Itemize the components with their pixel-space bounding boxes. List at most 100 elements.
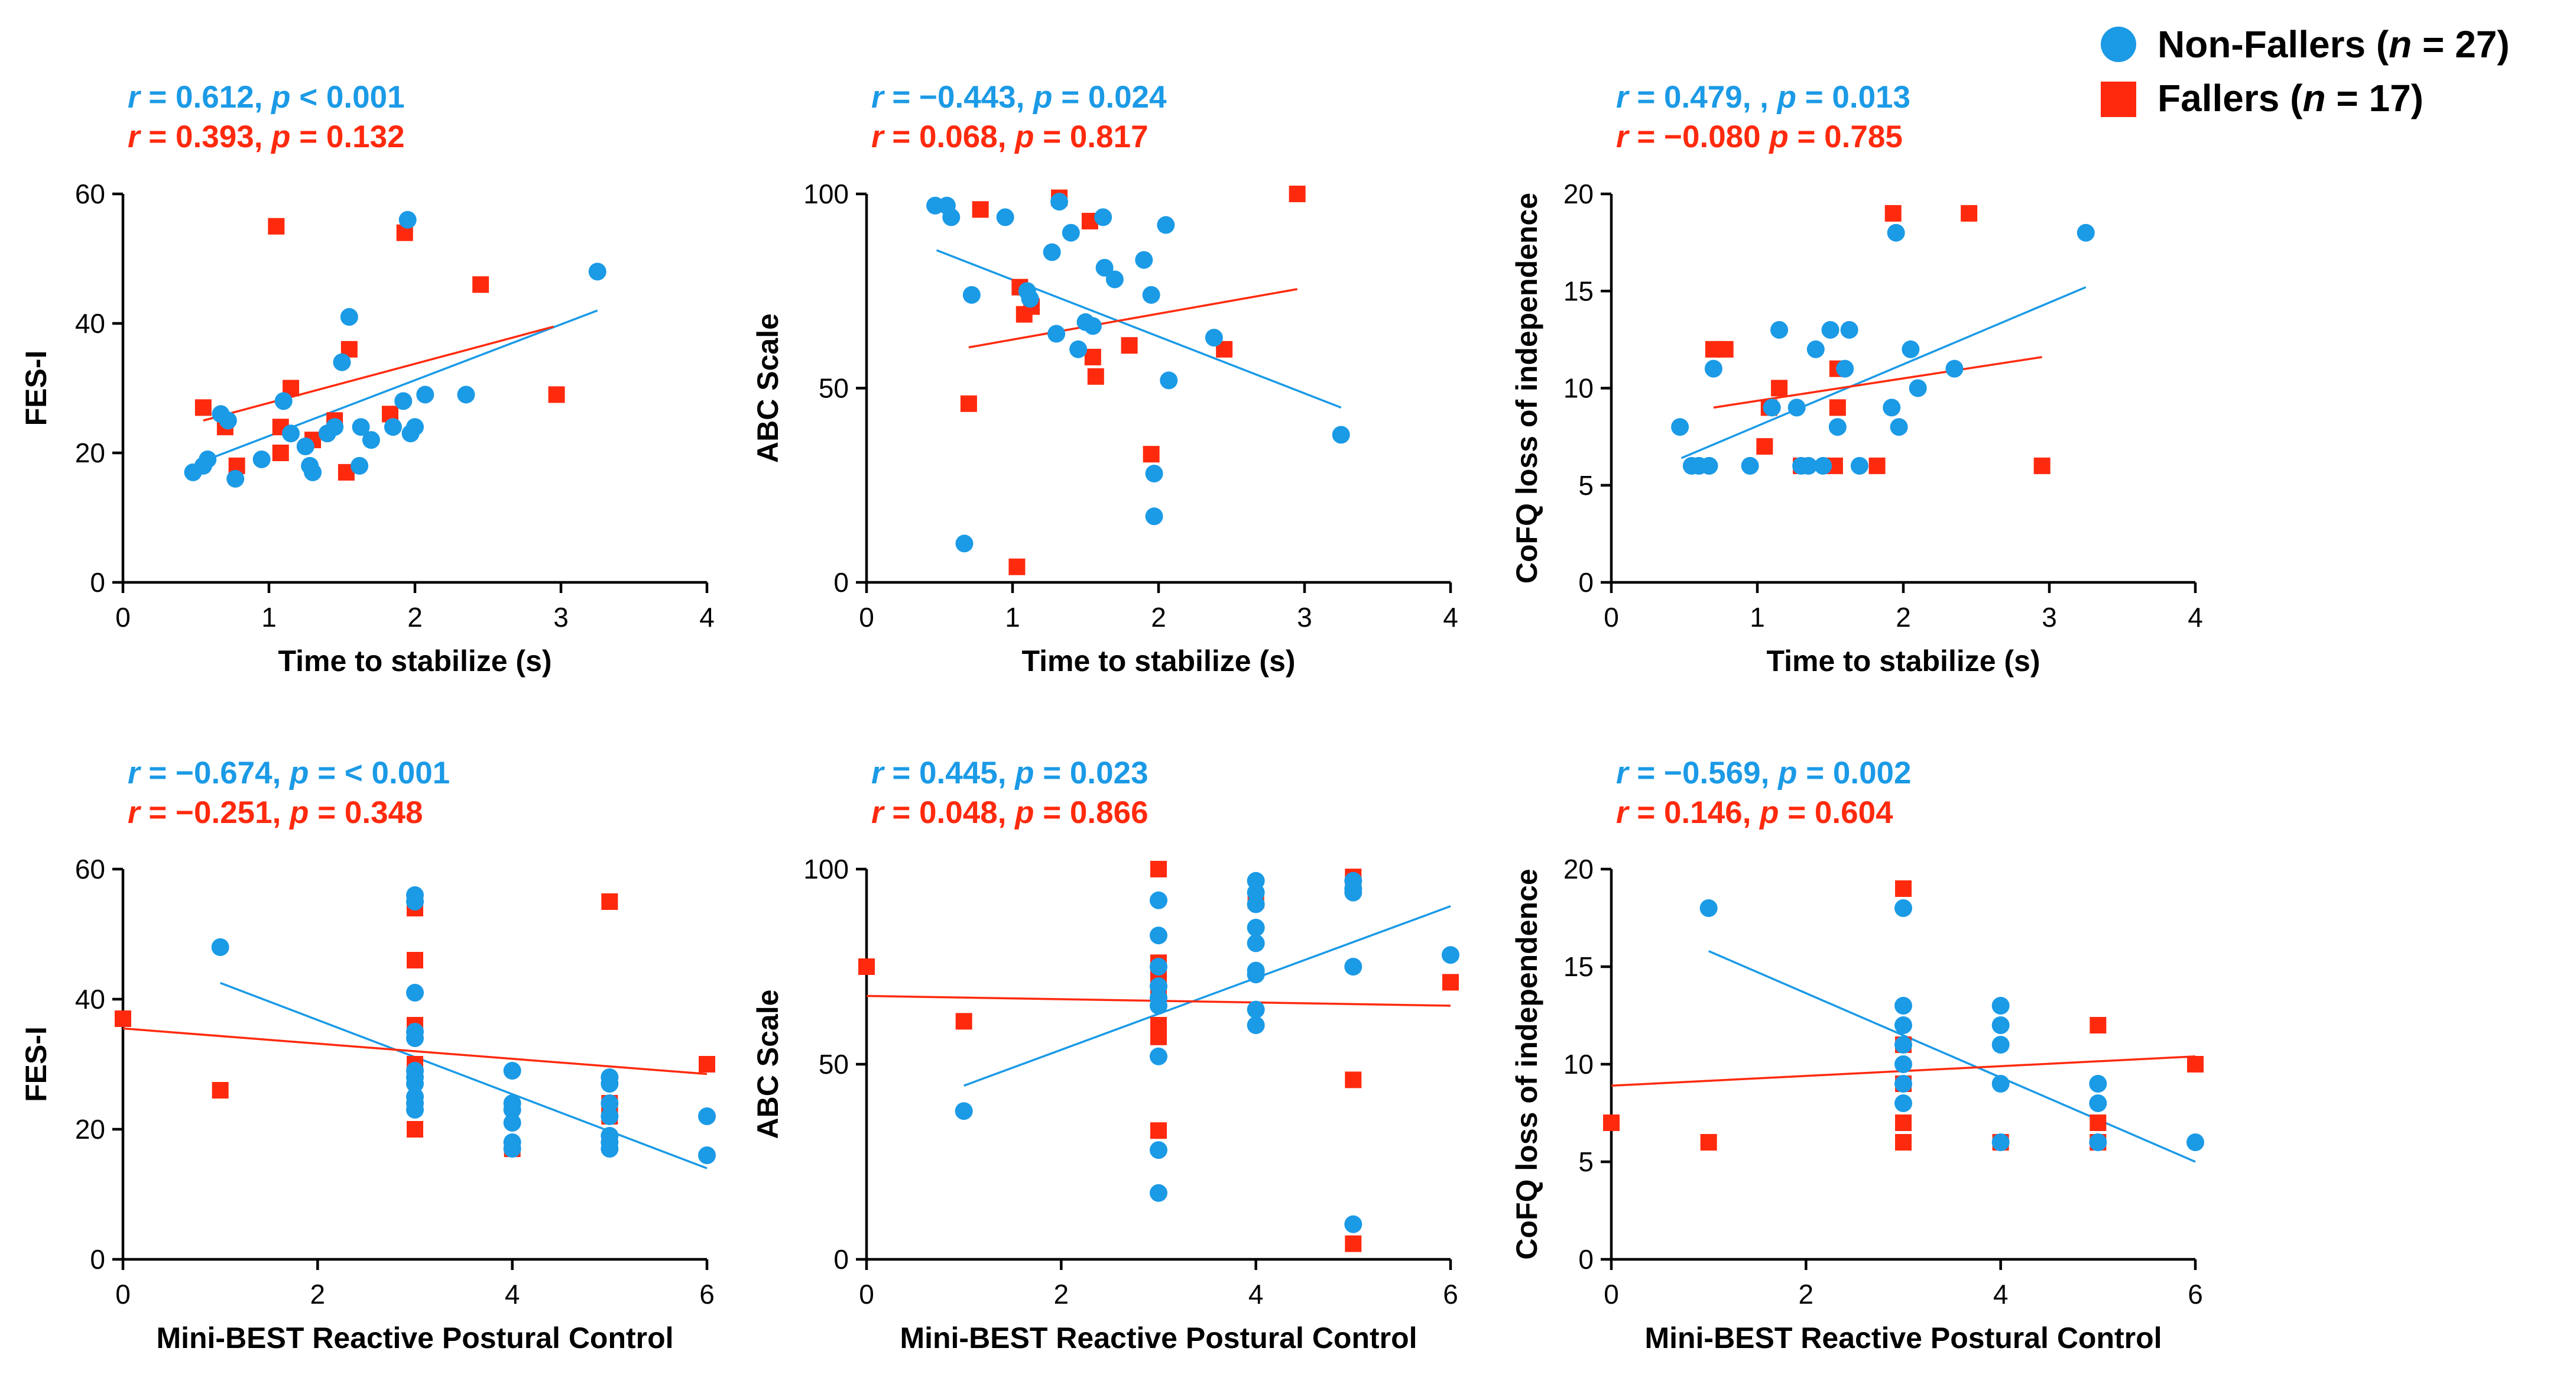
- data-point-non-fallers: [1741, 456, 1759, 475]
- data-point-non-fallers: [1883, 398, 1901, 417]
- data-point-non-fallers: [398, 210, 417, 229]
- legend-item-fallers: Fallers (n = 17): [2101, 77, 2423, 119]
- y-tick-label: 10: [1563, 1049, 1594, 1080]
- data-point-fallers: [115, 1010, 131, 1027]
- data-point-non-fallers: [406, 984, 424, 1002]
- data-point-non-fallers: [1083, 317, 1102, 335]
- data-point-fallers: [2187, 1056, 2204, 1073]
- y-tick-label: 60: [75, 179, 105, 209]
- data-point-fallers: [268, 218, 285, 235]
- data-point-non-fallers: [1205, 329, 1223, 347]
- data-point-non-fallers: [1021, 290, 1039, 308]
- regression-line-non-fallers: [1708, 950, 2196, 1163]
- data-point-non-fallers: [962, 286, 981, 304]
- data-point-fallers: [1700, 1134, 1717, 1151]
- y-tick-label: 40: [75, 308, 105, 339]
- data-point-non-fallers: [698, 1146, 716, 1164]
- data-point-non-fallers: [1062, 223, 1080, 242]
- data-point-fallers: [472, 276, 489, 293]
- data-point-non-fallers: [1887, 223, 1905, 242]
- data-point-non-fallers: [2089, 1133, 2107, 1151]
- data-point-non-fallers: [1150, 1184, 1167, 1202]
- x-axis-title: Time to stabilize (s): [1021, 644, 1295, 678]
- data-point-non-fallers: [503, 1140, 521, 1158]
- data-point-non-fallers: [1909, 379, 1927, 397]
- x-axis-title: Time to stabilize (s): [278, 644, 551, 678]
- data-point-fallers: [1345, 1071, 1362, 1088]
- data-point-non-fallers: [1150, 926, 1167, 945]
- data-point-fallers: [1895, 880, 1912, 897]
- data-point-non-fallers: [1840, 320, 1858, 339]
- data-point-non-fallers: [1094, 208, 1112, 226]
- data-point-non-fallers: [1828, 418, 1847, 436]
- regression-line-non-fallers: [936, 249, 1342, 409]
- x-tick-label: 2: [407, 602, 423, 633]
- x-tick-label: 2: [1151, 602, 1166, 633]
- y-axis-title: CoFQ loss of independence: [1510, 869, 1543, 1259]
- data-point-non-fallers: [406, 1101, 424, 1119]
- data-point-non-fallers: [1894, 1094, 1912, 1112]
- data-point-non-fallers: [955, 1102, 973, 1120]
- data-point-non-fallers: [503, 1114, 521, 1132]
- y-tick-label: 50: [819, 373, 849, 404]
- regression-line-non-fallers: [963, 905, 1451, 1087]
- legend-label-fallers: Fallers (n = 17): [2158, 77, 2423, 119]
- data-point-non-fallers: [252, 450, 271, 468]
- x-tick-label: 6: [1443, 1279, 1458, 1310]
- data-point-fallers: [699, 1056, 715, 1073]
- data-point-non-fallers: [996, 208, 1014, 226]
- correlation-stat-fallers: r = 0.393, p = 0.132: [128, 119, 405, 154]
- data-point-non-fallers: [601, 1094, 619, 1112]
- data-point-non-fallers: [942, 208, 961, 226]
- y-tick-label: 5: [1578, 470, 1594, 501]
- data-point-non-fallers: [274, 392, 293, 410]
- correlation-stat-non-fallers: r = 0.612, p < 0.001: [128, 80, 405, 115]
- data-point-non-fallers: [1247, 1016, 1265, 1034]
- scatter-panel-4: r = −0.674, p = < 0.001 r = −0.251, p = 0…: [20, 756, 716, 1355]
- x-axis-title: Mini-BEST Reactive Postural Control: [156, 1321, 673, 1355]
- data-point-non-fallers: [1247, 919, 1265, 937]
- scatter-panel-5: r = 0.445, p = 0.023 r = 0.048, p = 0.866…: [751, 756, 1459, 1355]
- data-point-non-fallers: [1991, 1133, 2010, 1151]
- data-point-non-fallers: [416, 385, 434, 404]
- scatter-panel-1: r = 0.612, p < 0.001 r = 0.393, p = 0.132…: [20, 80, 715, 678]
- data-point-non-fallers: [1850, 456, 1868, 475]
- data-point-non-fallers: [219, 412, 237, 430]
- data-point-non-fallers: [1332, 426, 1350, 444]
- data-point-non-fallers: [1344, 1215, 1362, 1233]
- correlation-stat-fallers: r = −0.251, p = 0.348: [128, 795, 423, 830]
- correlation-stat-non-fallers: r = −0.569, p = 0.002: [1616, 756, 1912, 790]
- data-point-fallers: [548, 386, 565, 403]
- data-point-fallers: [955, 1013, 972, 1030]
- data-point-non-fallers: [2089, 1075, 2107, 1093]
- data-point-fallers: [1150, 1122, 1167, 1139]
- data-point-non-fallers: [1247, 895, 1265, 913]
- data-point-non-fallers: [588, 263, 606, 281]
- data-point-non-fallers: [1821, 320, 1839, 339]
- y-tick-label: 20: [75, 1114, 105, 1145]
- data-point-non-fallers: [2077, 223, 2095, 242]
- scatter-panel-2: r = −0.443, p = 0.024 r = 0.068, p = 0.81…: [751, 80, 1458, 678]
- data-point-fallers: [1150, 1028, 1167, 1045]
- y-axis-title: ABC Scale: [751, 313, 784, 463]
- data-point-non-fallers: [1902, 340, 1920, 358]
- x-tick-label: 0: [859, 1279, 874, 1310]
- data-point-non-fallers: [1894, 997, 1912, 1015]
- regression-line-fallers: [122, 1027, 708, 1075]
- data-point-non-fallers: [2186, 1133, 2204, 1151]
- x-tick-label: 6: [2188, 1279, 2203, 1310]
- y-tick-label: 0: [90, 567, 105, 598]
- x-tick-label: 2: [1896, 602, 1911, 633]
- x-tick-label: 0: [115, 602, 131, 633]
- data-point-non-fallers: [1700, 456, 1718, 475]
- data-point-non-fallers: [1142, 286, 1160, 304]
- data-point-non-fallers: [1894, 899, 1912, 917]
- data-point-non-fallers: [406, 893, 424, 911]
- correlation-stat-fallers: r = 0.146, p = 0.604: [1616, 795, 1893, 830]
- data-point-non-fallers: [1150, 958, 1167, 976]
- data-point-non-fallers: [1247, 965, 1265, 984]
- correlation-stat-non-fallers: r = −0.443, p = 0.024: [871, 80, 1167, 115]
- data-point-non-fallers: [1991, 1016, 2010, 1034]
- data-point-non-fallers: [1991, 1036, 2010, 1054]
- data-point-non-fallers: [1894, 1036, 1912, 1054]
